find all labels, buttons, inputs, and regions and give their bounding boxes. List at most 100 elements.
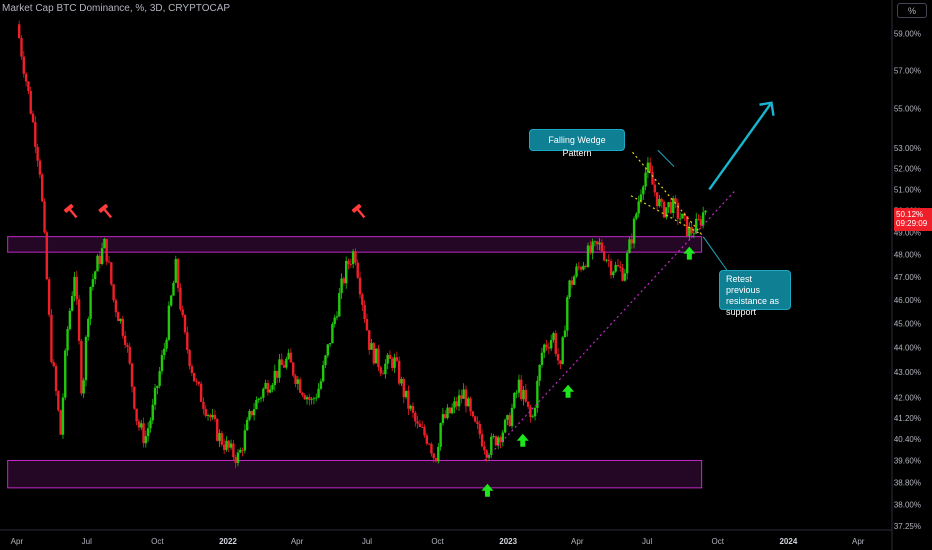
candle-body <box>430 444 433 454</box>
candle-body <box>119 318 122 322</box>
candle <box>660 197 663 208</box>
candle-body <box>220 433 224 445</box>
candle <box>326 343 329 359</box>
candle-body <box>285 358 288 368</box>
hammer-handle <box>103 208 113 219</box>
candle <box>591 238 594 260</box>
candle-body <box>338 292 341 317</box>
candle-body <box>699 219 703 226</box>
candle-body <box>441 414 445 424</box>
candle <box>427 442 431 445</box>
candle <box>411 402 415 419</box>
candle-body <box>335 316 339 318</box>
candle-body <box>165 339 168 349</box>
candle-body <box>568 280 571 298</box>
candle <box>209 413 212 422</box>
y-tick-label: 51.00% <box>894 185 921 194</box>
candle-body <box>619 266 622 268</box>
candle-body <box>317 388 320 398</box>
candle-body <box>591 241 594 254</box>
candle-body <box>478 423 481 435</box>
candle <box>57 390 60 412</box>
candle-body <box>448 407 452 414</box>
x-tick-label: Jul <box>82 537 92 546</box>
x-tick-label: 2023 <box>499 537 517 546</box>
candle <box>250 410 253 418</box>
candle <box>596 241 599 251</box>
candle <box>688 222 691 241</box>
candle <box>536 375 539 413</box>
candle-body <box>298 379 302 393</box>
candle-body <box>540 352 544 365</box>
unit-toggle-button[interactable]: % <box>897 3 927 18</box>
candle <box>480 429 484 448</box>
candle-body <box>667 202 670 208</box>
candle-body <box>674 198 677 203</box>
candle-body <box>455 401 458 407</box>
candle-body <box>388 354 392 359</box>
candle <box>589 240 592 255</box>
candle-body <box>437 446 440 462</box>
candle <box>340 273 343 299</box>
y-tick-label: 43.00% <box>894 368 921 377</box>
candle-body <box>605 259 608 261</box>
candle-body <box>524 389 528 402</box>
candle-body <box>434 458 438 462</box>
candle-body <box>462 389 465 399</box>
candle-body <box>66 329 69 351</box>
candle <box>418 419 422 428</box>
candle <box>572 274 576 286</box>
candle-body <box>70 296 74 311</box>
y-axis: 59.00%57.00%55.00%53.00%52.00%51.00%50.0… <box>894 29 921 531</box>
candle <box>303 393 306 400</box>
candle <box>232 439 235 461</box>
candle-body <box>333 317 336 324</box>
candle-body <box>324 355 327 366</box>
candle-body <box>556 353 560 361</box>
candle-body <box>349 264 353 265</box>
candle <box>257 397 260 404</box>
candle <box>616 258 620 268</box>
candle <box>690 221 693 239</box>
candle <box>469 396 472 416</box>
wedge-callout-leader <box>657 149 675 167</box>
candle <box>119 318 122 324</box>
x-tick-label: Apr <box>852 537 865 546</box>
candle <box>264 379 267 390</box>
candle-body <box>506 415 509 420</box>
y-tick-label: 41.20% <box>894 414 921 423</box>
candle <box>70 291 74 312</box>
candle-body <box>100 248 104 264</box>
candle <box>526 401 530 410</box>
candle <box>34 116 37 154</box>
candle <box>455 397 458 411</box>
candle-body <box>176 259 180 289</box>
candle <box>377 344 380 372</box>
candle-body <box>450 407 454 414</box>
candle <box>292 361 295 378</box>
candle <box>384 359 387 379</box>
candle <box>128 342 131 366</box>
candle-body <box>271 384 274 390</box>
candle <box>151 398 154 424</box>
candle-body <box>22 56 25 74</box>
candle-body <box>582 265 585 270</box>
candle-body <box>206 414 210 416</box>
candle-body <box>64 350 67 398</box>
candle-body <box>156 385 159 389</box>
candle <box>22 50 25 78</box>
candle <box>351 249 355 269</box>
candle <box>644 167 647 191</box>
candle-body <box>294 375 297 384</box>
candle-body <box>96 255 99 272</box>
candle-body <box>520 379 523 400</box>
candle-body <box>614 264 617 272</box>
candle <box>593 240 597 247</box>
last-price-value: 50.12% <box>896 210 924 219</box>
candle <box>167 301 171 341</box>
projection-arrow-head <box>759 101 775 116</box>
candle <box>672 195 675 218</box>
candle <box>625 249 629 280</box>
candle-body <box>400 379 403 384</box>
candle <box>285 356 288 370</box>
